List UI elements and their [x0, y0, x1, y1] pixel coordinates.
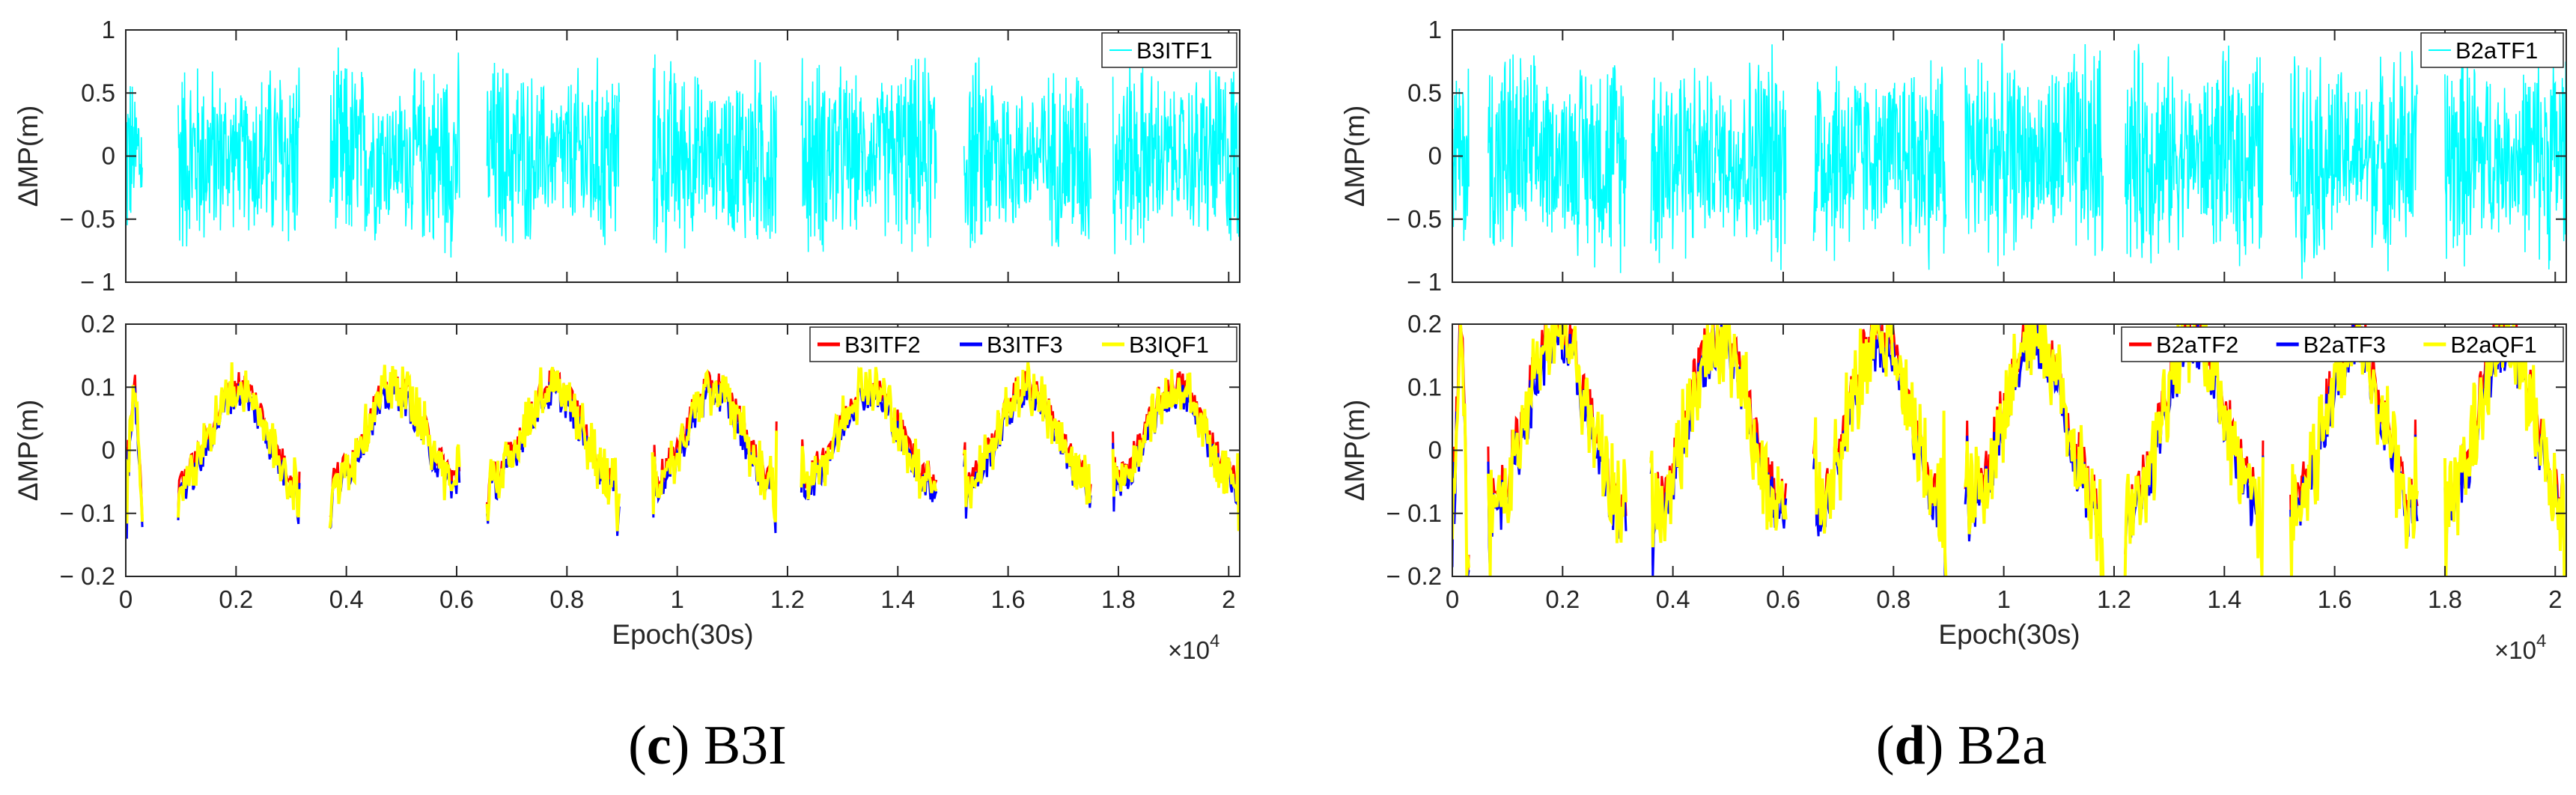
caption-c-label: c	[647, 715, 672, 776]
x-tick-label: 1.8	[2428, 585, 2462, 613]
y-tick-label: 0.2	[81, 310, 115, 338]
x-tick-label: 1.6	[2318, 585, 2352, 613]
y-tick-label: 0	[102, 142, 115, 170]
y-tick-label: − 0.1	[60, 499, 115, 527]
x-tick-label: 0.2	[1545, 585, 1580, 613]
chart-panels: 1 0.5 0 − 0.5 − 1 ΔMP(m) B3ITF1 0.2 0.1 0 − 0.1 − 0…	[13, 16, 2567, 664]
x-tick-label: 0.6	[439, 585, 474, 613]
series-B3ITF1	[126, 47, 1240, 258]
y-axis-label: ΔMP(m)	[1339, 400, 1370, 502]
x-tick-label: 2	[1222, 585, 1235, 613]
x-tick-label: 1.4	[880, 585, 915, 613]
y-tick-label: 0.1	[81, 373, 115, 400]
panel-d-bottom: 0.20.10− 0.1− 0.20 0.2 0.4 0.6 0.8 1 1.2 1.4 1.6…	[1339, 310, 2567, 664]
legend-label: B3IQF1	[1129, 332, 1209, 358]
panel-c-top: 1 0.5 0 − 0.5 − 1 ΔMP(m) B3ITF1	[13, 16, 1240, 296]
legend: B3ITF1	[1101, 32, 1237, 68]
legend-label: B2aTF3	[2304, 332, 2386, 358]
plot-area	[126, 47, 1240, 258]
plot-area	[126, 362, 1240, 539]
legend-label: B2aTF1	[2455, 37, 2538, 64]
legend-label: B3ITF3	[987, 332, 1063, 358]
x-tick-label: 0.2	[219, 585, 253, 613]
y-tick-label: 0.5	[81, 79, 115, 106]
y-tick-label: 0.2	[1407, 310, 1442, 338]
panel-c-bottom: 0.20.10− 0.1− 0.20 0.2 0.4 0.6 0.8 1 1.2 1.4 1.6…	[13, 310, 1240, 664]
y-tick-label: 0	[1428, 436, 1442, 464]
y-tick-label: − 1	[1407, 268, 1442, 296]
x-multiplier: ×104	[1168, 631, 1220, 664]
legend: B2aTF1	[2420, 32, 2564, 68]
y-tick-label: − 0.5	[1386, 205, 1442, 233]
legend-label: B3ITF1	[1136, 37, 1213, 64]
x-tick-label: 1	[1997, 585, 2010, 613]
legend: B3ITF2 B3ITF3 B3IQF1	[809, 326, 1237, 362]
y-tick-label: − 0.5	[60, 205, 115, 233]
legend-label: B2aQF1	[2450, 332, 2536, 358]
legend-box	[2420, 32, 2564, 68]
legend-label: B2aTF2	[2156, 332, 2238, 358]
y-tick-label: − 0.2	[60, 562, 115, 590]
x-tick-label: 0.8	[1876, 585, 1910, 613]
panel-d-top: 1 0.5 0 − 0.5 − 1 ΔMP(m) B2aTF1	[1339, 16, 2567, 296]
x-tick-label: 0.4	[1656, 585, 1690, 613]
x-tick-label: 1.4	[2207, 585, 2241, 613]
x-tick-label: 0	[1446, 585, 1459, 613]
y-tick-label: 1	[1428, 16, 1442, 43]
legend-box	[2121, 326, 2564, 362]
y-axis-label: ΔMP(m)	[13, 400, 43, 502]
y-tick-label: 1	[102, 16, 115, 43]
x-tick-label: 0.8	[549, 585, 584, 613]
x-tick-label: 2	[2548, 585, 2562, 613]
y-tick-label: 0.5	[1407, 79, 1442, 106]
x-axis-label: Epoch(30s)	[612, 619, 753, 650]
x-tick-label: 0.6	[1766, 585, 1800, 613]
x-tick-label: 0.4	[329, 585, 364, 613]
caption-d: (d) B2a	[1876, 715, 2047, 776]
x-axis-label: Epoch(30s)	[1938, 619, 2080, 650]
y-tick-label: − 0.2	[1386, 562, 1442, 590]
y-tick-label: − 0.1	[1386, 499, 1442, 527]
y-tick-label: 0.1	[1407, 373, 1442, 400]
y-tick-label: 0	[102, 436, 115, 464]
x-tick-label: 1.2	[770, 585, 805, 613]
series-B3IQF1	[126, 362, 1240, 531]
x-multiplier: ×104	[2494, 631, 2546, 664]
y-axis-label: ΔMP(m)	[13, 106, 43, 207]
caption-d-text: B2a	[1958, 715, 2047, 776]
caption-c: (c) B3I	[628, 715, 787, 776]
caption-c-text: B3I	[704, 715, 787, 776]
series-B2aTF1	[1452, 43, 2566, 279]
x-tick-label: 1.8	[1101, 585, 1136, 613]
legend-box	[809, 326, 1237, 362]
x-tick-label: 1	[670, 585, 683, 613]
legend-label: B3ITF2	[844, 332, 921, 358]
x-tick-label: 1.6	[991, 585, 1026, 613]
legend: B2aTF2 B2aTF3 B2aQF1	[2121, 326, 2564, 362]
x-tick-label: 0	[119, 585, 133, 613]
y-tick-label: − 1	[80, 268, 115, 296]
y-tick-label: 0	[1428, 142, 1442, 170]
plot-area	[1452, 43, 2566, 279]
x-tick-label: 1.2	[2097, 585, 2131, 613]
caption-d-label: d	[1895, 715, 1925, 776]
y-axis-label: ΔMP(m)	[1339, 106, 1370, 207]
